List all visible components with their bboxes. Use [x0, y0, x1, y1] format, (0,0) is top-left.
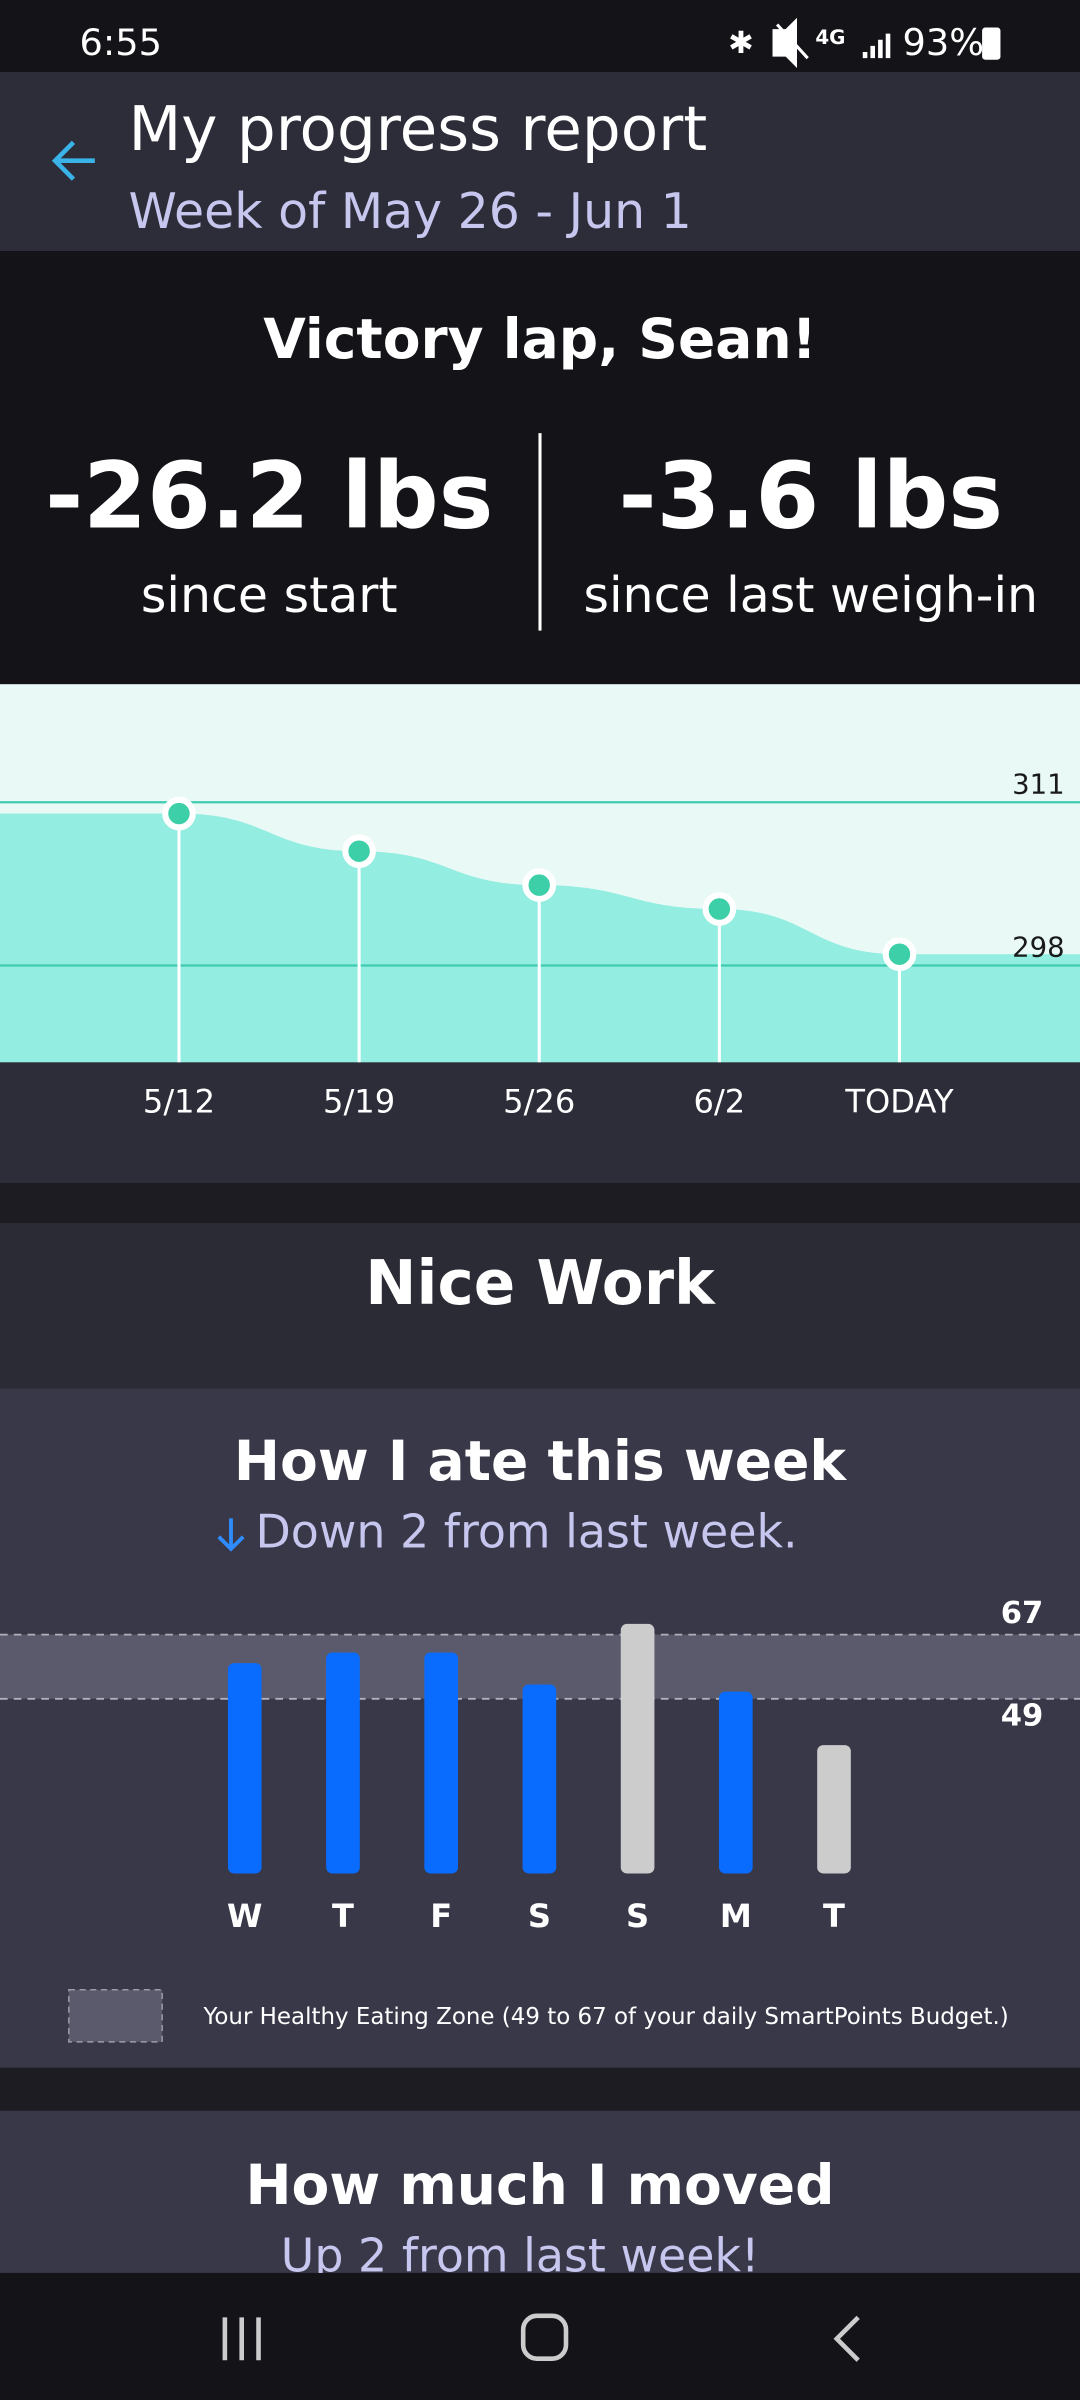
bar: [718, 1691, 753, 1874]
bar: [522, 1684, 557, 1874]
y-tick-label: 49: [1001, 1699, 1044, 1734]
down-arrow-icon: [217, 1518, 245, 1552]
home-button[interactable]: [520, 2313, 569, 2361]
x-tick-label: T: [332, 1897, 354, 1935]
weight-chart: 298 311 5/12 5/19 5/26 6/2 TODAY: [0, 768, 1080, 1121]
weigh-in-point: [162, 796, 196, 831]
header-bar: [0, 71, 1080, 252]
x-tick-label: F: [430, 1897, 452, 1935]
status-bar: [0, 0, 1080, 72]
divider: [0, 2067, 1080, 2111]
y-tick-label: 67: [1001, 1596, 1044, 1631]
summary-heading: Victory lap, Sean!: [263, 307, 817, 371]
y-tick-label: 298: [1012, 932, 1065, 964]
area-extension: [899, 954, 1080, 1063]
weigh-in-point: [882, 937, 917, 972]
weight-axis-panel: [0, 1062, 1080, 1184]
section-subtitle: Down 2 from last week.: [255, 1505, 797, 1559]
x-tick-label: W: [227, 1897, 262, 1935]
section-title: How I ate this week: [234, 1429, 847, 1493]
stat-value: -3.6 lbs: [619, 442, 1003, 549]
back-nav-button[interactable]: [833, 2315, 860, 2362]
bar: [424, 1652, 459, 1874]
signal-icon: [862, 33, 891, 59]
legend-swatch: [68, 1989, 163, 2043]
weigh-in-point: [342, 834, 376, 869]
status-time: 6:55: [80, 21, 162, 64]
nav-bar: [0, 2272, 1080, 2400]
back-button[interactable]: [51, 140, 95, 181]
battery-level: 93%: [903, 21, 985, 64]
stat-value: -26.2 lbs: [45, 442, 493, 549]
section-title: How much I moved: [245, 2153, 834, 2217]
bar: [326, 1652, 360, 1874]
x-tick-label: 5/12: [143, 1083, 215, 1121]
x-tick-label: S: [528, 1897, 551, 1935]
section-title: Nice Work: [365, 1248, 716, 1319]
y-tick-label: 311: [1012, 768, 1065, 800]
x-tick-label: T: [823, 1897, 845, 1935]
mute-icon: [772, 17, 809, 68]
bar: [227, 1663, 262, 1874]
moved-panel: [0, 2110, 1080, 2273]
x-tick-label: 5/26: [503, 1083, 575, 1121]
battery-icon: [982, 27, 1001, 60]
weigh-in-point: [522, 868, 557, 902]
x-tick-label: 5/19: [323, 1083, 395, 1121]
x-tick-label: S: [626, 1897, 649, 1935]
area-extension: [0, 813, 179, 1063]
recents-button[interactable]: [222, 2317, 261, 2361]
legend-text: Your Healthy Eating Zone (49 to 67 of yo…: [202, 2004, 1008, 2030]
weigh-in-point: [702, 892, 737, 926]
stat-label: since start: [141, 567, 398, 624]
x-tick-label: 6/2: [694, 1083, 746, 1121]
page-title: My progress report: [128, 94, 707, 165]
eating-chart: 49 67 W T F S S M T: [0, 1596, 1080, 1935]
page-subtitle: Week of May 26 - Jun 1: [128, 183, 691, 240]
divider: [0, 1183, 1080, 1223]
bluetooth-icon: ✱: [728, 26, 754, 61]
x-tick-label: TODAY: [844, 1083, 954, 1121]
bar: [817, 1745, 851, 1874]
x-tick-label: M: [720, 1897, 752, 1935]
network-type: 4G: [815, 26, 845, 49]
stat-label: since last weigh-in: [583, 567, 1038, 624]
nice-work-panel: [0, 1222, 1080, 1389]
bar: [620, 1623, 655, 1874]
